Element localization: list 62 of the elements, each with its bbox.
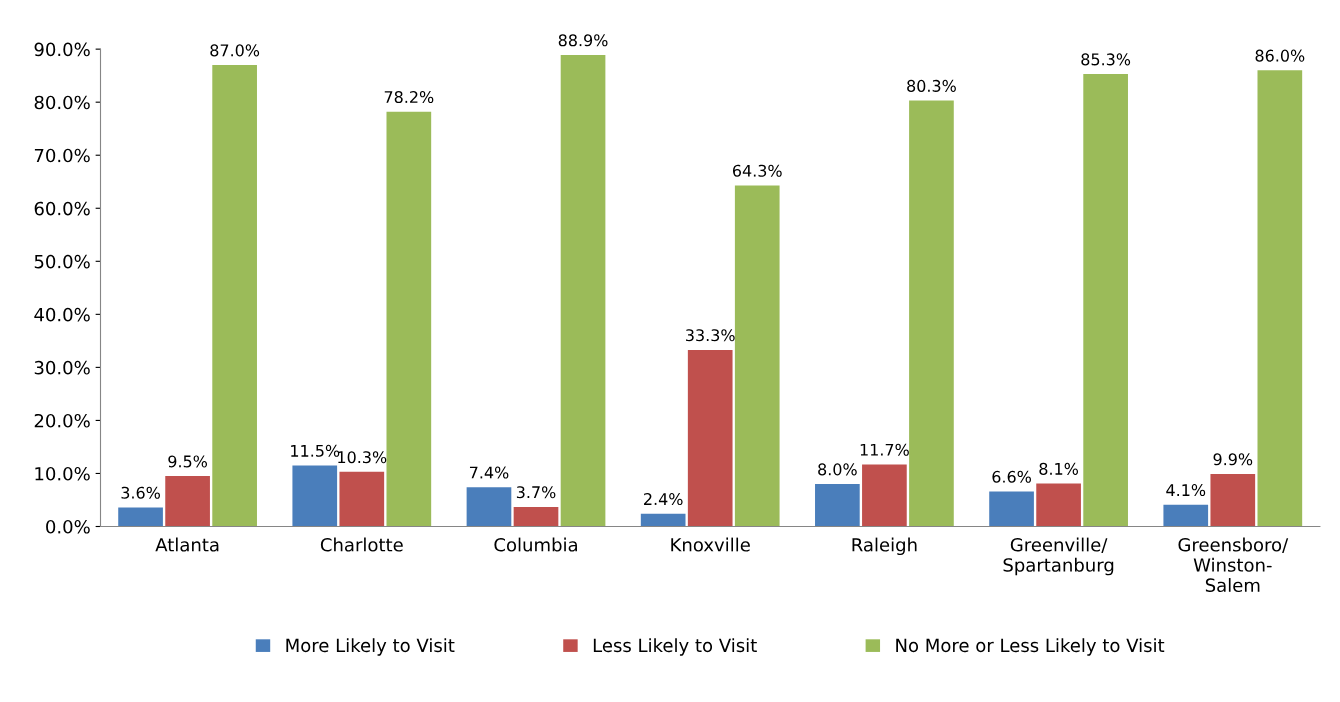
- legend-label: No More or Less Likely to Visit: [896, 638, 1165, 656]
- y-tick-label: 40.0%: [34, 307, 90, 322]
- bar: [815, 484, 860, 527]
- x-tick-label: Atlanta: [155, 537, 219, 552]
- data-label: 3.7%: [516, 486, 556, 499]
- y-tick-label: 10.0%: [35, 466, 90, 481]
- bar: [118, 507, 163, 527]
- data-label: 10.3%: [338, 451, 387, 464]
- y-tick-label: 20.0%: [34, 413, 90, 428]
- legend-label: Less Likely to Visit: [593, 638, 757, 656]
- y-tick-label: 0.0%: [46, 519, 90, 534]
- bar: [1036, 483, 1081, 527]
- y-tick-label: 60.0%: [34, 201, 90, 216]
- data-label: 8.1%: [1039, 462, 1079, 475]
- bar: [1083, 74, 1128, 527]
- bar: [165, 476, 210, 527]
- bar: [909, 100, 954, 527]
- data-label: 9.5%: [168, 455, 208, 468]
- x-tick-label: Raleigh: [852, 537, 917, 556]
- x-tick-label: Charlotte: [320, 537, 403, 552]
- bar: [640, 513, 686, 527]
- data-label: 11.7%: [860, 443, 909, 456]
- data-label: 11.5%: [291, 444, 340, 457]
- bar: [862, 464, 907, 527]
- data-label: 3.6%: [121, 486, 160, 499]
- x-tick-label: Columbia: [494, 537, 577, 552]
- y-tick-label: 90.0%: [34, 42, 90, 57]
- bar: [687, 349, 733, 527]
- data-label: 78.2%: [384, 91, 434, 104]
- x-tick-label: Knoxville: [671, 537, 750, 552]
- bar: [386, 111, 432, 527]
- y-tick-label: 80.0%: [34, 95, 90, 110]
- bar: [560, 54, 606, 527]
- bar: [1257, 70, 1303, 527]
- bar: [1163, 504, 1209, 527]
- bar: [513, 506, 559, 527]
- bar: [292, 465, 338, 527]
- bar: [212, 65, 257, 527]
- data-label: 6.6%: [992, 470, 1031, 483]
- data-label: 9.9%: [1213, 453, 1253, 466]
- data-label: 7.4%: [469, 466, 509, 479]
- legend-label: More Likely to Visit: [286, 638, 455, 656]
- data-label: 80.3%: [907, 79, 956, 92]
- y-tick-label: 50.0%: [34, 254, 90, 269]
- bar: [339, 471, 385, 527]
- bar: [1210, 473, 1256, 527]
- bar: [466, 487, 512, 527]
- data-label: 33.3%: [686, 329, 735, 342]
- y-tick-label: 70.0%: [34, 148, 90, 163]
- data-label: 87.0%: [210, 44, 260, 57]
- x-tick-label: Greenville/ Spartanburg: [1003, 537, 1114, 576]
- data-label: 86.0%: [1255, 49, 1305, 62]
- data-label: 4.1%: [1166, 484, 1206, 497]
- data-label: 88.9%: [558, 34, 608, 47]
- data-label: 8.0%: [818, 463, 857, 476]
- bar: [989, 491, 1034, 527]
- data-label: 64.3%: [732, 164, 782, 177]
- data-label: 85.3%: [1081, 53, 1131, 66]
- y-tick-label: 30.0%: [34, 360, 90, 375]
- bar: [734, 185, 780, 527]
- x-tick-label: Greensboro/ Winston- Salem: [1178, 537, 1289, 593]
- data-label: 2.4%: [644, 493, 683, 506]
